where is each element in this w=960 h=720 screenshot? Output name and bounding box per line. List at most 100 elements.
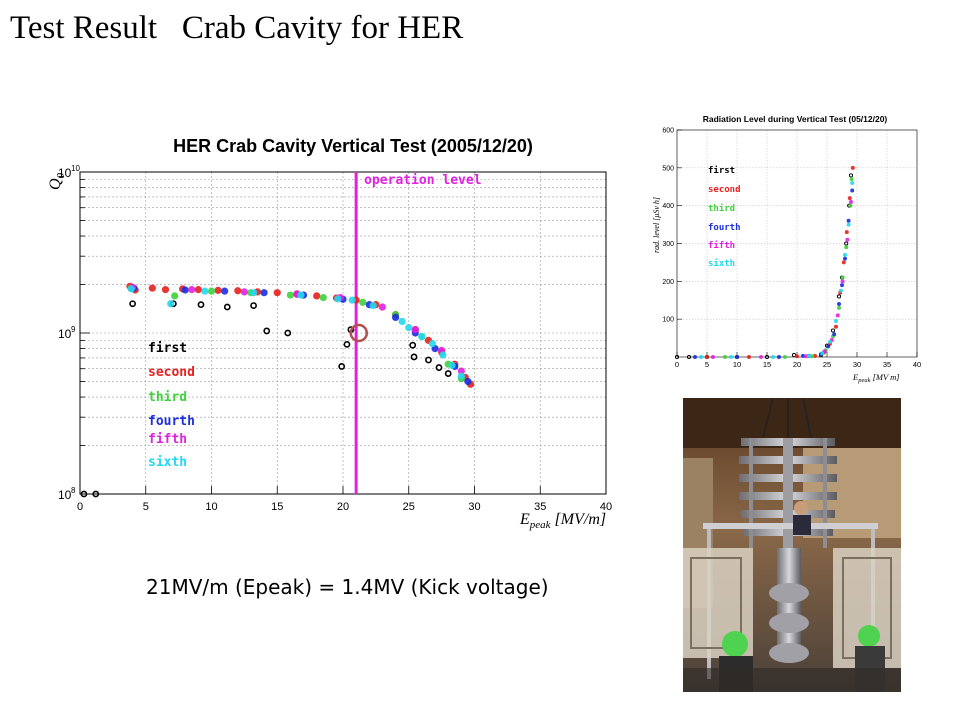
rad-point-first [836,294,842,299]
rad-point-third [840,275,845,280]
rad-point-third [849,177,854,182]
rad-x-tick-label: 0 [675,360,679,369]
rad-data-points [674,165,855,360]
rad-legend-fourth: fourth [708,223,741,233]
rad-chart-title: Radiation Level during Vertical Test (05… [703,114,888,124]
svg-text:rad. level [μSv h]: rad. level [μSv h] [652,197,661,253]
main-point-first [80,490,88,498]
rad-point-sixth [807,353,811,358]
rad-point-fourth [846,218,851,223]
main-point-second [148,284,156,292]
main-x-tick-label: 40 [600,501,612,513]
main-x-tick-label: 20 [337,501,349,513]
rad-point-third [810,354,814,359]
rad-point-fifth [759,355,763,359]
rad-point-fourth [832,332,837,337]
main-point-sixth [448,361,456,369]
main-point-second [214,286,222,294]
main-legend-fifth: fifth [148,432,187,447]
rad-point-fourth [801,353,805,358]
rad-x-tick-label: 30 [853,360,861,369]
main-legend-first: first [148,341,187,356]
main-point-sixth [457,372,465,380]
rad-point-fourth [850,188,855,193]
rad-point-fourth [843,256,847,261]
main-point-third [319,293,327,302]
rad-point-third [783,355,787,359]
main-x-tick-label: 5 [143,501,149,513]
rad-point-second [847,196,852,201]
rad-y-tick-label: 300 [662,241,674,248]
main-point-second [313,292,321,300]
rad-point-sixth [834,319,838,324]
q0-vs-epeak-chart: HER Crab Cavity Vertical Test (2005/12/2… [40,120,620,540]
main-point-first [435,364,443,371]
rad-point-second [844,230,849,235]
caption-text: 21MV/m (Epeak) = 1.4MV (Kick voltage) [146,575,549,599]
main-point-fifth [240,288,248,296]
rad-point-sixth [843,252,847,257]
rad-y-tick-label: 400 [662,203,674,210]
main-y-tick-label: 10 [58,166,72,180]
main-point-third [286,291,294,299]
rad-x-tick-label: 15 [763,360,771,369]
rad-point-second [841,260,846,265]
main-y-tick-exponent: 8 [71,486,76,495]
rad-legend-second: second [708,185,741,195]
main-point-sixth [127,285,135,293]
rad-legend-sixth: sixth [708,258,735,269]
main-point-first [263,327,271,335]
main-point-first [250,302,257,309]
rad-point-third [837,305,841,310]
rad-point-fourth [826,344,831,349]
main-point-sixth [369,301,377,310]
main-point-first [284,329,292,337]
main-point-first [425,356,432,364]
main-point-fourth [392,313,400,321]
rad-x-tick-label: 25 [823,360,831,369]
main-x-tick-label: 25 [403,501,415,513]
main-point-first [129,300,136,308]
main-point-fifth [411,325,419,334]
rad-point-sixth [846,222,851,227]
rad-point-fifth [840,279,845,284]
main-point-second [161,286,170,294]
rad-point-second [813,353,817,358]
rad-point-second [795,354,799,359]
main-point-first [197,301,205,309]
main-point-first [444,370,452,377]
main-point-first [410,353,418,361]
main-point-sixth [334,295,342,303]
rad-point-third [844,245,849,250]
main-point-fourth [181,286,189,294]
main-y-tick-exponent: 10 [71,164,80,173]
rad-point-fifth [849,199,853,204]
main-x-tick-label: 35 [534,501,546,513]
main-point-first [92,490,100,498]
rad-point-third [723,355,727,359]
main-point-sixth [348,296,356,304]
main-point-sixth [428,339,437,348]
main-point-sixth [405,324,413,332]
main-y-tick-exponent: 9 [71,325,76,334]
rad-point-fifth [835,313,840,318]
rad-y-axis-label: rad. level [μSv h] [652,197,661,253]
slide-title: Test Result Crab Cavity for HER [10,10,464,46]
rad-point-fourth [693,355,697,359]
main-x-tick-label: 10 [205,501,217,513]
rad-point-sixth [771,355,775,359]
rad-point-second [705,355,709,359]
rad-point-fourth [840,283,844,288]
rad-x-ticks: 0 5 10 15 20 25 30 35 40 [675,352,921,369]
main-x-ticks: 0 5 10 15 20 25 30 35 40 [77,486,612,513]
main-point-first [223,303,231,311]
rad-legend-first: first [708,165,735,176]
main-point-first [338,363,346,370]
main-point-fourth [260,289,268,297]
rad-point-fifth [804,354,808,359]
rad-point-fourth [735,355,739,359]
rad-y-tick-label: 200 [662,279,674,286]
main-point-second [234,287,242,295]
vertical-test-photo [683,398,901,692]
